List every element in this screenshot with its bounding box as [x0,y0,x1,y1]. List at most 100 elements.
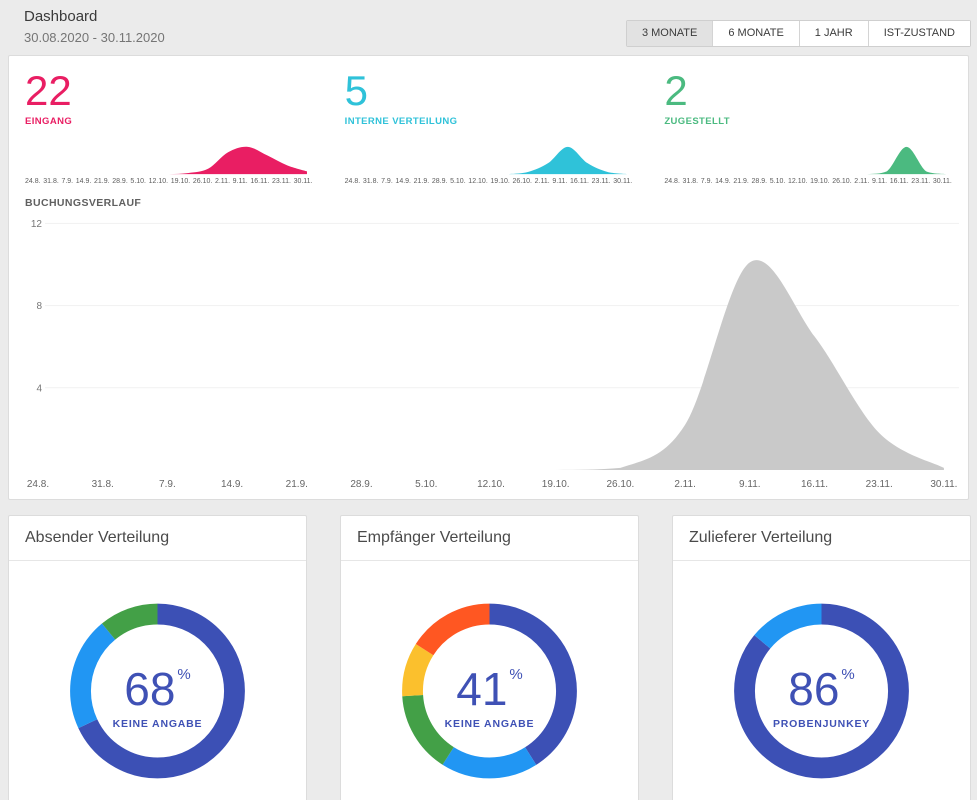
sparkline-date-axis: 24.8. 31.8. 7.9. 14.9. 21.9. 28.9. 5.10. 12.10.… [25,178,313,185]
x-axis-tick: 21.9. [286,479,308,490]
date-tick: 5.10. [769,178,786,185]
x-axis-tick: 12.10. [477,479,505,490]
card-header: Zulieferer Verteilung [673,516,970,561]
distribution-cards-row: Absender Verteilung 68% KEINE ANGABE Empfän… [8,515,971,800]
date-tick: 23.11. [591,178,611,185]
donut-chart-wrap: 41% KEINE ANGABE [341,561,638,800]
kpi-value: 5 [344,67,369,114]
date-tick: 12.10. [468,178,488,185]
x-axis-tick: 30.11. [930,479,957,490]
zugestellt-sparkline [670,146,947,175]
date-tick: 7.9. [700,178,713,185]
date-tick: 2.11. [854,178,870,185]
date-tick: 23.11. [911,178,931,185]
date-tick: 14.9. [395,178,411,185]
date-tick: 26.10. [512,178,532,185]
card-header: Absender Verteilung [9,516,306,561]
kpi-value: 2 [664,67,688,114]
date-tick: 16.11. [570,178,589,185]
date-tick: 21.9. [413,178,430,185]
date-tick: 24.8. [25,178,41,185]
x-axis-tick: 7.9. [159,479,176,490]
range-button-3-monate[interactable]: 3 MONATE [626,21,713,46]
kpi-label: EINGANG [25,116,73,127]
donut-chart-wrap: 86% PROBENJUNKEY [673,561,970,800]
x-axis-tick: 5.10. [415,479,437,490]
buchungsverlauf-chart: 12 8 4 24.8. 31.8. 7.9. 14.9. 21.9. 28.9. 5.10. 12… [27,219,959,490]
range-button-6-monate[interactable]: 6 MONATE [712,21,799,46]
date-tick: 9.11. [232,178,248,185]
donut-segment [734,603,909,779]
donut-segment [70,603,245,779]
x-axis-tick: 2.11. [674,479,696,490]
buchungsverlauf-area [38,260,944,470]
x-axis-tick: 9.11. [739,479,761,490]
date-tick: 19.10. [490,178,510,185]
x-axis-tick: 26.10. [606,479,634,490]
date-tick: 31.8. [362,178,379,185]
date-tick: 28.9. [751,178,768,185]
x-axis-tick: 24.8. [27,479,49,490]
date-tick: 12.10. [148,178,169,185]
date-tick: 12.10. [787,178,808,185]
y-axis-tick: 4 [36,383,42,394]
x-axis-tick: 14.9. [221,479,243,490]
date-tick: 28.9. [112,178,128,185]
card-title: Absender Verteilung [25,529,170,546]
date-tick: 2.11. [214,178,231,185]
kpi-label: ZUGESTELLT [664,116,730,127]
x-axis-tick: 19.10. [542,479,570,490]
date-tick: 19.10. [810,178,830,185]
page-title: Dashboard [24,8,98,25]
date-tick: 14.9. [715,178,731,185]
main-chart-title: BUCHUNGSVERLAUF [25,197,142,209]
kpi-interne-verteilung: 5 INTERNE VERTEILUNG 24.8. 31.8. 7.9. 14.9. 21… [329,56,649,186]
donut-segment [402,603,577,779]
range-button-1-jahr[interactable]: 1 JAHR [798,21,868,46]
overview-card: 22 EINGANG 24.8. 31.8. 7.9. 14.9. 21.9. 28.9. 5.… [8,55,969,500]
zulieferer-verteilung-donut-chart [734,603,909,779]
date-tick: 9.11. [872,178,888,185]
date-tick: 16.11. [889,178,909,185]
date-tick: 31.8. [682,178,699,185]
date-tick: 23.11. [271,178,291,185]
absender-verteilung-donut-chart [70,603,245,779]
donut-segment [402,603,577,779]
date-tick: 26.10. [832,178,852,185]
date-tick: 30.11. [293,178,313,185]
card-absender-verteilung: Absender Verteilung 68% KEINE ANGABE [8,515,307,800]
card-title: Empfänger Verteilung [357,529,511,546]
card-empfaenger-verteilung: Empfänger Verteilung 41% KEINE ANGABE [340,515,639,800]
interne-verteilung-sparkline [350,146,627,175]
range-button-ist-zustand[interactable]: IST-ZUSTAND [867,21,970,46]
y-axis-tick: 8 [36,301,42,312]
date-tick: 14.9. [75,178,92,185]
date-tick: 9.11. [552,178,568,185]
kpi-row: 22 EINGANG 24.8. 31.8. 7.9. 14.9. 21.9. 28.9. 5.… [9,56,968,186]
date-tick: 24.8. [344,178,361,185]
donut-segment [402,603,577,779]
donut-chart-wrap: 68% KEINE ANGABE [9,561,306,800]
date-tick: 30.11. [932,178,952,185]
card-zulieferer-verteilung: Zulieferer Verteilung 86% PROBENJUNKEY [672,515,971,800]
date-tick: 31.8. [43,178,59,185]
date-tick: 7.9. [61,178,74,185]
sparkline-date-axis: 24.8. 31.8. 7.9. 14.9. 21.9. 28.9. 5.10. 12.10.… [664,178,952,185]
range-toggle-group: 3 MONATE 6 MONATE 1 JAHR IST-ZUSTAND [625,20,971,47]
kpi-eingang: 22 EINGANG 24.8. 31.8. 7.9. 14.9. 21.9. 28.9. 5.… [9,56,329,186]
date-tick: 7.9. [381,178,393,185]
date-tick: 21.9. [93,178,110,185]
card-header: Empfänger Verteilung [341,516,638,561]
donut-segment [70,603,245,779]
date-tick: 28.9. [431,178,448,185]
buchungsverlauf-section: BUCHUNGSVERLAUF 12 8 4 24.8. 31.8. 7.9. 14.9. 2… [9,197,968,497]
date-range: 30.08.2020 - 30.11.2020 [24,30,165,45]
kpi-value: 22 [25,67,72,114]
date-tick: 5.10. [450,178,466,185]
x-axis-tick: 23.11. [866,479,893,490]
date-tick: 26.10. [192,178,213,185]
x-axis-tick: 31.8. [92,479,114,490]
date-tick: 16.11. [250,178,270,185]
date-tick: 5.10. [130,178,146,185]
eingang-sparkline [30,146,307,175]
